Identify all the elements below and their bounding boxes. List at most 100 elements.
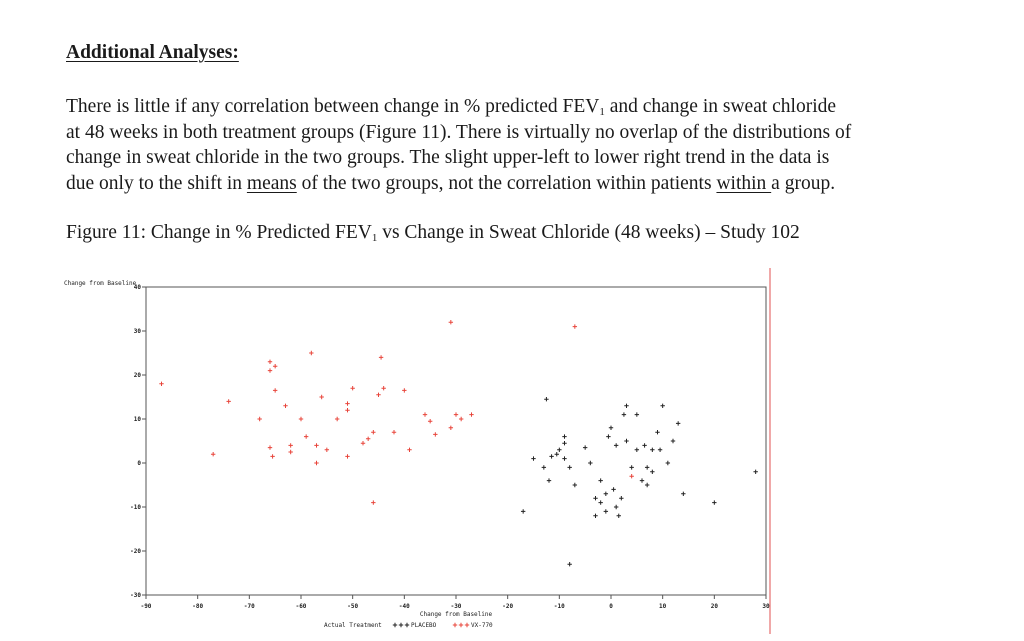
vx-770-point [288,449,293,455]
legend-label: VX-770 [471,622,493,629]
vx-770-point [391,430,397,435]
vx-770-point [314,443,319,448]
x-tick-label: -10 [554,603,565,610]
paragraph-line-1: There is little if any correlation betwe… [66,96,837,118]
vx-770-point [402,388,407,393]
y-axis-label: Change from Baseline [64,280,137,287]
legend-marker-placebo [398,622,404,628]
placebo-point [593,513,598,518]
vx-770-point [298,416,304,422]
placebo-point [650,447,655,452]
scatter-chart: Change from Baseline -90 -80 -70 -60 -50 -40-… [64,268,771,634]
placebo-point [712,500,717,505]
legend-marker-vx-770 [452,622,458,628]
placebo-point [541,465,547,470]
placebo-point [629,465,634,470]
y-tick-label: 10 [134,416,142,423]
vx-770-point [272,364,278,369]
underlined-means: means [246,172,297,194]
vx-770-point [376,392,381,397]
placebo-point [665,460,671,466]
placebo-point [567,465,572,470]
y-tick-label: -10 [130,504,141,511]
x-tick-label: -50 [347,603,358,610]
vx-770-point [365,436,371,441]
x-tick-label: 20 [711,603,719,610]
x-axis-ticks: -90 -80 -70 -60 -50 -40 -30 -20 -10 0 10 20 30 [141,595,770,610]
vx-770-point [371,500,376,505]
data-points [159,320,758,567]
placebo-point [557,447,562,452]
placebo-point [603,509,609,514]
x-tick-label: -60 [296,603,307,610]
vx-770-point [267,359,273,364]
placebo-point [670,438,676,444]
x-tick-label: -80 [192,603,203,610]
vx-770-point [458,416,464,422]
vx-770-point [345,454,350,459]
x-tick-label: -70 [244,603,255,610]
placebo-point [616,513,621,518]
placebo-point [562,434,567,439]
placebo-point [644,465,650,470]
vx-770-point [210,452,216,457]
placebo-point [608,425,614,430]
placebo-point [606,434,611,439]
vx-770-point [272,388,278,393]
section-heading: Additional Analyses: [66,42,239,63]
placebo-point [634,412,640,417]
placebo-point [562,456,567,461]
paragraph-line-3: change in sweat chloride in the two grou… [66,147,830,168]
vx-770-point [371,430,376,435]
vx-770-point [469,412,474,417]
vx-770-point [257,416,262,422]
y-tick-label: -20 [130,548,141,555]
placebo-point [572,482,578,488]
placebo-point [611,487,616,492]
placebo-point [588,460,593,466]
vx-770-point [283,403,288,408]
placebo-point [613,443,619,448]
placebo-point [624,438,629,444]
placebo-point [613,504,619,510]
vx-770-point [572,324,578,329]
placebo-point [546,478,552,483]
y-axis-ticks: -30 -20 -10 0 10 20 30 40 [130,284,146,599]
paragraph-line-2: at 48 weeks in both treatment groups (Fi… [66,121,852,143]
placebo-point [753,469,758,474]
placebo-point [624,403,629,408]
legend: PLACEBO VX-770 [392,622,493,629]
vx-770-point [350,386,355,391]
y-tick-label: -30 [130,592,141,599]
placebo-point [562,441,567,446]
vx-770-point [407,447,412,452]
placebo-point [650,469,655,474]
legend-label: PLACEBO [411,622,437,629]
legend-marker-vx-770 [458,622,464,628]
vx-770-point [226,399,231,404]
vx-770-point [288,443,293,448]
legend-title: Actual Treatment [324,622,382,629]
placebo-point [675,421,681,426]
legend-marker-placebo [392,622,398,628]
x-tick-label: 10 [659,603,667,610]
placebo-point [657,447,663,452]
x-tick-label: -90 [141,603,152,610]
placebo-point [621,412,627,417]
vx-770-point [309,350,314,356]
placebo-point [660,403,665,408]
vx-770-point [360,441,366,446]
placebo-point [681,491,686,496]
vx-770-point [324,447,330,452]
vx-770-point [427,419,433,424]
vx-770-point [270,454,275,459]
placebo-point [634,447,640,452]
legend-marker-placebo [404,622,410,628]
placebo-point [549,454,554,459]
placebo-point [582,445,588,450]
y-tick-label: 30 [134,328,142,335]
placebo-point [598,500,603,505]
vx-770-point [314,460,319,466]
vx-770-point [422,412,428,417]
vx-770-point [345,401,350,406]
